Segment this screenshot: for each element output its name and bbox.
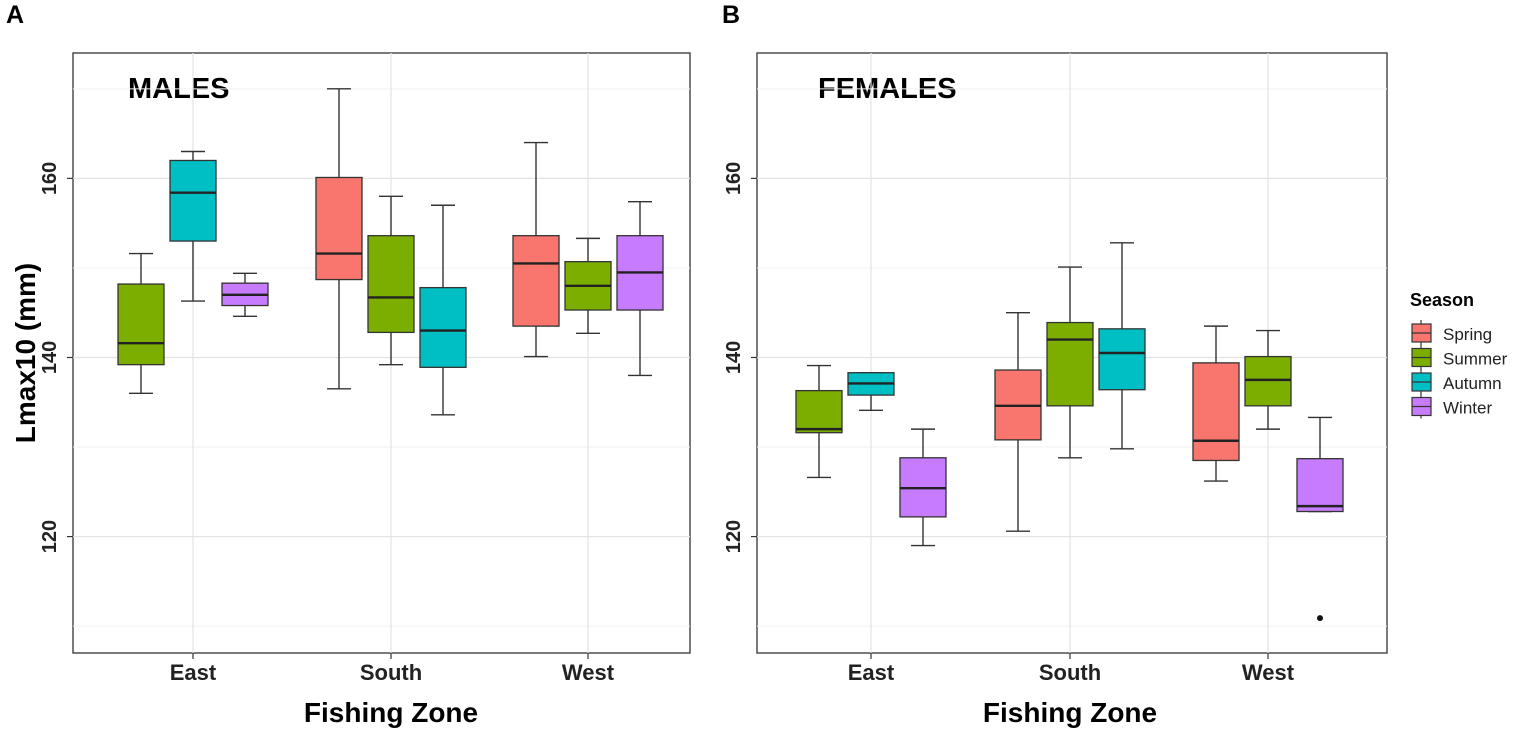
box-winter-west: [1296, 416, 1344, 622]
box-autumn-south: [1098, 242, 1146, 450]
outlier-point: [1317, 615, 1323, 622]
box-spring-south: [315, 88, 363, 390]
y-tick-label: 160: [39, 162, 61, 195]
x-tick-label-east: East: [848, 660, 895, 685]
legend-label-winter: Winter: [1443, 399, 1492, 418]
box-winter-east: [899, 428, 947, 547]
box-iqr: [512, 235, 560, 327]
box-winter-east: [221, 272, 269, 317]
y-tick-label: 120: [39, 520, 61, 553]
box-iqr: [1192, 362, 1240, 462]
x-tick-label-south: South: [360, 660, 422, 685]
legend-label-spring: Spring: [1443, 325, 1492, 344]
legend-label-autumn: Autumn: [1443, 374, 1502, 393]
box-iqr: [367, 235, 415, 334]
panel-letter-a: A: [6, 1, 24, 29]
box-iqr: [1046, 321, 1094, 407]
box-autumn-east: [169, 150, 217, 302]
box-autumn-east: [847, 372, 895, 412]
box-iqr: [1098, 328, 1146, 391]
plot-frame-males: [72, 52, 691, 654]
box-autumn-south: [419, 204, 467, 416]
y-tick-label: 120: [723, 520, 745, 553]
y-tick-label: 140: [39, 341, 61, 374]
x-tick-label-east: East: [170, 660, 217, 685]
box-iqr: [169, 159, 217, 242]
box-iqr: [419, 286, 467, 368]
box-spring-south: [994, 312, 1042, 532]
box-spring-west: [512, 141, 560, 358]
box-summer-south: [1046, 266, 1094, 459]
x-tick-label-west: West: [1242, 660, 1295, 685]
box-iqr: [1296, 458, 1344, 513]
box-winter-west: [616, 200, 664, 377]
x-tick-label-south: South: [1039, 660, 1101, 685]
box-summer-east: [117, 252, 165, 394]
box-summer-west: [1244, 329, 1292, 430]
box-summer-west: [564, 237, 612, 334]
panel-males: A MALES Fishing Zone Lmax10 (mm) 1201401…: [6, 1, 691, 728]
x-axis-title-a: Fishing Zone: [304, 697, 478, 728]
legend-item-spring: Spring: [1411, 320, 1492, 345]
legend-item-summer: Summer: [1411, 344, 1508, 370]
box-summer-south: [367, 195, 415, 366]
legend-item-autumn: Autumn: [1411, 369, 1502, 394]
y-tick-label: 160: [723, 162, 745, 195]
box-iqr: [315, 176, 363, 281]
box-summer-east: [795, 364, 843, 479]
box-iqr: [1244, 355, 1292, 407]
box-iqr: [795, 389, 843, 434]
x-tick-label-west: West: [562, 660, 615, 685]
legend-label-summer: Summer: [1443, 350, 1508, 369]
y-axis-title: Lmax10 (mm): [10, 263, 41, 444]
legend: Season Spring Summer Autumn Winter: [1410, 290, 1508, 419]
legend-item-winter: Winter: [1411, 393, 1492, 419]
box-spring-west: [1192, 325, 1240, 482]
legend-title: Season: [1410, 290, 1474, 310]
box-iqr: [117, 283, 165, 366]
x-axis-title-b: Fishing Zone: [983, 697, 1157, 728]
panel-letter-b: B: [722, 1, 740, 29]
y-tick-label: 140: [723, 341, 745, 374]
